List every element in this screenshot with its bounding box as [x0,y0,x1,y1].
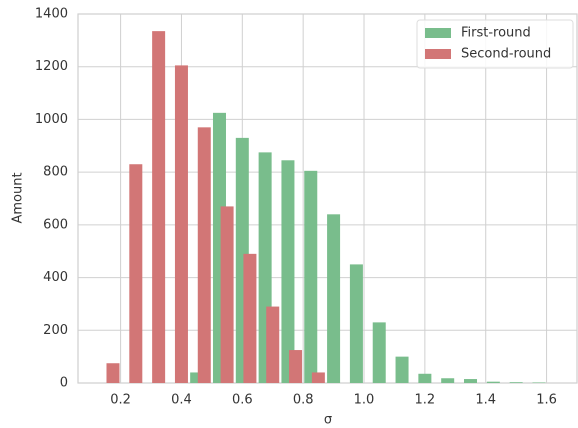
bar [532,382,546,383]
bar [486,381,500,383]
y-tick-label: 1000 [35,112,68,127]
bar [220,206,234,383]
x-axis-label: σ [324,413,332,428]
bar [311,372,325,383]
bar [372,322,386,383]
bar [441,378,455,383]
y-tick-label: 0 [60,376,68,391]
y-tick-label: 1200 [35,59,68,74]
y-tick-label: 600 [43,217,68,232]
bar [395,356,409,383]
x-tick-label: 1.4 [475,393,496,408]
legend-swatch [425,49,451,59]
y-axis-label: Amount [11,172,26,223]
bar [190,372,204,383]
x-tick-label: 0.2 [110,393,131,408]
y-tick-label: 1400 [35,7,68,22]
bar [304,170,318,383]
y-tick-label: 200 [43,323,68,338]
bar [327,214,341,383]
x-tick-label: 0.8 [293,393,314,408]
bar [243,253,257,383]
bar [464,379,478,383]
x-tick-label: 0.6 [232,393,253,408]
legend-swatch [425,28,451,38]
bar [289,350,303,383]
x-tick-label: 1.6 [536,393,557,408]
bar [509,382,523,383]
legend-label: Second-round [461,47,551,62]
bar [418,373,432,383]
y-tick-label: 400 [43,270,68,285]
bar [174,65,188,384]
bar [152,31,166,384]
x-tick-label: 0.4 [171,393,192,408]
bar [129,164,143,383]
bar [197,127,211,383]
bar [281,160,295,383]
bar [349,264,363,383]
bar [106,363,120,383]
x-tick-label: 1.0 [354,393,375,408]
legend-label: First-round [461,26,531,41]
legend-box [416,19,574,69]
bar [266,306,280,383]
x-tick-label: 1.2 [415,393,436,408]
y-tick-label: 800 [43,165,68,180]
